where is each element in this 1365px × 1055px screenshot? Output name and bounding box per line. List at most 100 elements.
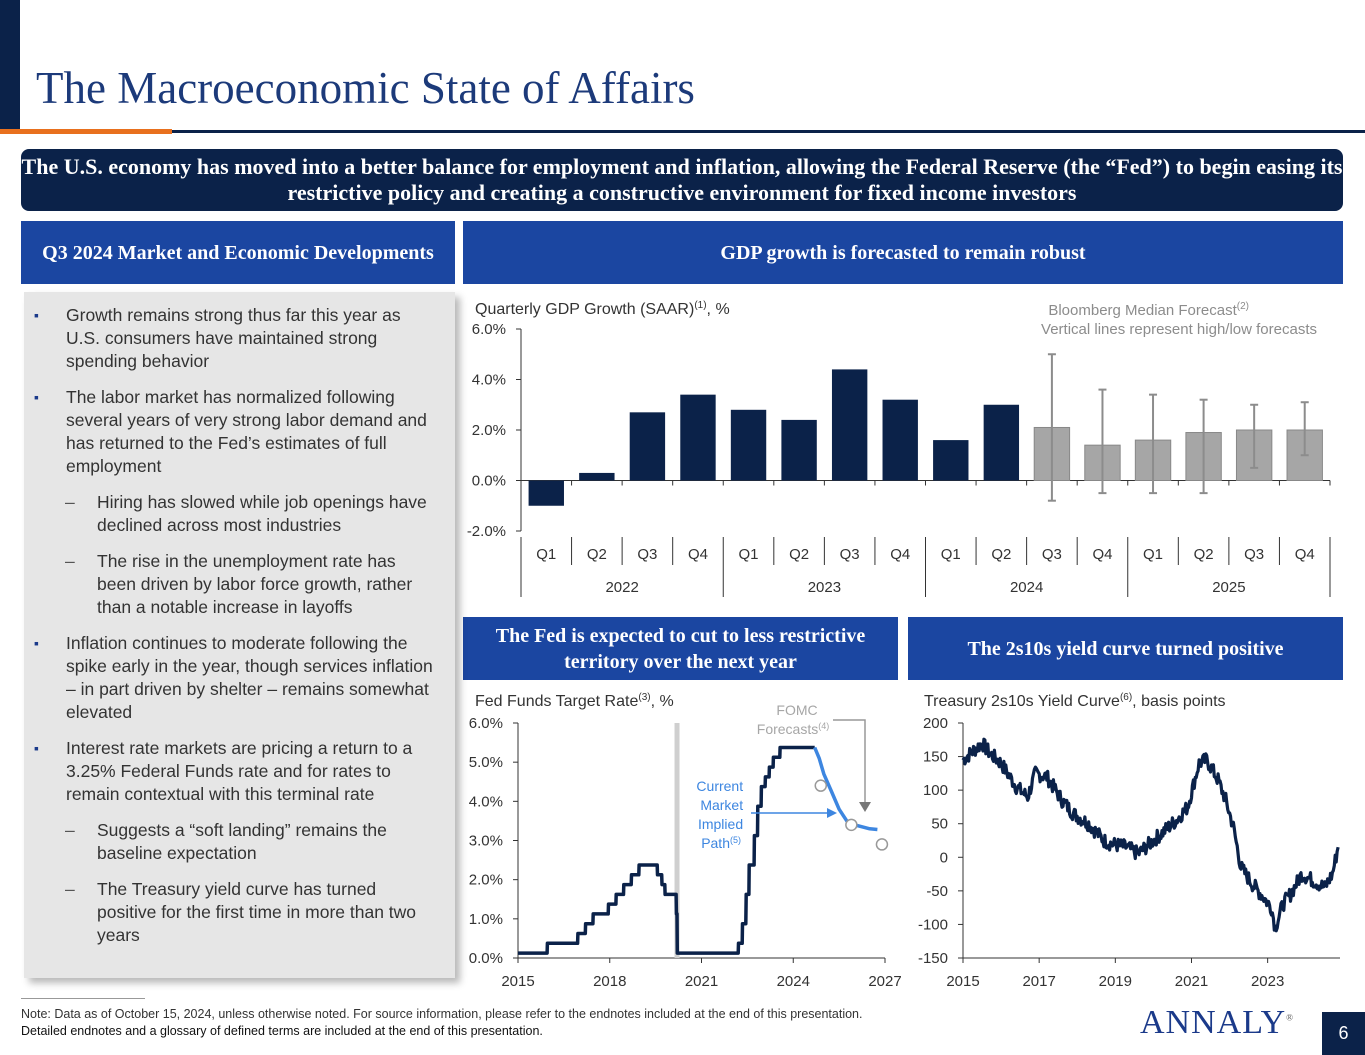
gdp-quarter-label: Q3 (840, 546, 860, 563)
market-path-label: Current Market Implied Path(5) (696, 778, 747, 851)
bullet-item: Inflation continues to moderate followin… (34, 632, 437, 724)
developments-panel: Growth remains strong thus far this year… (24, 292, 455, 978)
curve-x-tick-label: 2017 (1022, 973, 1055, 990)
curve-y-tick-label: 0 (940, 849, 948, 866)
curve-header: The 2s10s yield curve turned positive (908, 617, 1343, 680)
fomc-point (875, 838, 889, 851)
gdp-quarter-label: Q4 (688, 546, 708, 563)
bullet-item: The Treasury yield curve has turned posi… (34, 878, 437, 947)
gdp-year-label: 2024 (1010, 579, 1043, 596)
gdp-bar-actual (983, 404, 1020, 481)
gdp-bar-actual (781, 419, 817, 481)
gdp-quarter-label: Q3 (1042, 546, 1062, 563)
gdp-header-text: GDP growth is forecasted to remain robus… (720, 241, 1086, 264)
title-rule-accent (0, 129, 172, 134)
fed-x-tick-label: 2018 (593, 973, 626, 990)
gdp-year-label: 2022 (605, 579, 638, 596)
fed-y-tick-label: 1.0% (469, 911, 503, 928)
fed-x-tick-label: 2024 (777, 973, 810, 990)
gdp-y-tick-label: 0.0% (472, 473, 506, 490)
developments-header-text: Q3 2024 Market and Economic Developments (42, 241, 434, 264)
fed-y-tick-label: 6.0% (469, 715, 503, 732)
gdp-quarter-label: Q1 (1143, 546, 1163, 563)
gdp-quarter-label: Q2 (991, 546, 1011, 563)
curve-x-tick-label: 2019 (1099, 973, 1132, 990)
curve-y-tick-label: 100 (923, 782, 948, 799)
page-title: The Macroeconomic State of Affairs (36, 63, 695, 113)
fomc-label: FOMC (776, 702, 817, 718)
gdp-bar-actual (831, 369, 868, 481)
market-arrow-head (827, 808, 837, 818)
curve-chart-title: Treasury 2s10s Yield Curve(6), basis poi… (924, 692, 1226, 710)
gdp-header: GDP growth is forecasted to remain robus… (463, 221, 1343, 284)
gdp-y-tick-label: 4.0% (472, 372, 506, 389)
fed-y-tick-label: 4.0% (469, 793, 503, 810)
gdp-quarter-label: Q1 (941, 546, 961, 563)
curve-y-tick-label: 150 (923, 749, 948, 766)
fed-x-tick-label: 2015 (501, 973, 534, 990)
bullet-item: Growth remains strong thus far this year… (34, 304, 437, 373)
gdp-chart: Quarterly GDP Growth (SAAR)(1), % Bloomb… (467, 300, 1331, 597)
gdp-quarter-label: Q4 (1092, 546, 1112, 563)
fed-history-line (518, 745, 815, 955)
gdp-chart-title: Quarterly GDP Growth (SAAR)(1), % (475, 300, 730, 318)
gdp-quarter-label: Q1 (739, 546, 759, 563)
gdp-bar-actual (528, 480, 564, 506)
curve-header-text: The 2s10s yield curve turned positive (967, 637, 1284, 660)
title-rule (172, 130, 1365, 133)
developments-header: Q3 2024 Market and Economic Developments (21, 221, 455, 284)
gdp-bar-actual (933, 440, 969, 481)
bullet-item: The rise in the unemployment rate has be… (34, 550, 437, 619)
gdp-quarter-label: Q2 (587, 546, 607, 563)
logo-text: ANNALY (1140, 1004, 1287, 1041)
fomc-point (814, 779, 828, 792)
gdp-quarter-label: Q3 (1244, 546, 1264, 563)
developments-list: Growth remains strong thus far this year… (24, 292, 455, 947)
gdp-bar-actual (579, 472, 615, 481)
curve-x-tick-label: 2021 (1175, 973, 1208, 990)
fed-y-tick-label: 5.0% (469, 754, 503, 771)
gdp-y-tick-label: 2.0% (472, 422, 506, 439)
fed-header-text: The Fed is expected to cut to less restr… (495, 624, 866, 673)
gdp-forecast-label: Bloomberg Median Forecast(2) (1048, 301, 1249, 319)
footnote: Note: Data as of October 15, 2024, unles… (21, 1006, 862, 1040)
gdp-bar-actual (882, 399, 918, 481)
curve-y-tick-label: -100 (918, 916, 948, 933)
curve-y-tick-label: 200 (923, 715, 948, 732)
curve-y-tick-label: 50 (931, 816, 948, 833)
gdp-bar-actual (629, 412, 666, 481)
fed-y-tick-label: 2.0% (469, 872, 503, 889)
gdp-year-label: 2023 (808, 579, 841, 596)
bullet-item: Suggests a “soft landing” remains the ba… (34, 819, 437, 865)
gdp-quarter-label: Q4 (1295, 546, 1315, 563)
fed-chart-title: Fed Funds Target Rate(3), % (475, 692, 674, 710)
annaly-logo: ANNALY® (1140, 1004, 1294, 1041)
fomc-label-2: Forecasts(4) (757, 721, 829, 737)
bullet-item: The labor market has normalized followin… (34, 386, 437, 478)
gdp-forecast-note: Vertical lines represent high/low foreca… (1041, 321, 1317, 338)
summary-banner: The U.S. economy has moved into a better… (21, 149, 1343, 211)
gdp-quarter-label: Q1 (536, 546, 556, 563)
fed-x-tick-label: 2027 (868, 973, 901, 990)
bullet-item: Hiring has slowed while job openings hav… (34, 491, 437, 537)
fed-y-tick-label: 0.0% (469, 950, 503, 967)
bullet-item: Interest rate markets are pricing a retu… (34, 737, 437, 806)
fomc-arrow-head (859, 802, 871, 812)
footnote-rule (21, 998, 145, 999)
gdp-quarter-label: Q4 (890, 546, 910, 563)
footnote-line-2: Detailed endnotes and a glossary of defi… (21, 1024, 543, 1038)
page-number: 6 (1322, 1012, 1365, 1055)
curve-y-tick-label: -150 (918, 950, 948, 967)
fed-y-tick-label: 3.0% (469, 833, 503, 850)
gdp-year-label: 2025 (1212, 579, 1245, 596)
gdp-y-tick-label: 6.0% (472, 321, 506, 338)
curve-2s10s-line (961, 737, 1340, 933)
footnote-line-1: Note: Data as of October 15, 2024, unles… (21, 1007, 863, 1021)
curve-x-tick-label: 2023 (1251, 973, 1284, 990)
left-accent-bar (0, 0, 20, 130)
fed-x-tick-label: 2021 (685, 973, 718, 990)
fomc-point (845, 818, 858, 832)
gdp-bar-actual (730, 409, 767, 481)
gdp-quarter-label: Q3 (637, 546, 657, 563)
gdp-quarter-label: Q2 (789, 546, 809, 563)
